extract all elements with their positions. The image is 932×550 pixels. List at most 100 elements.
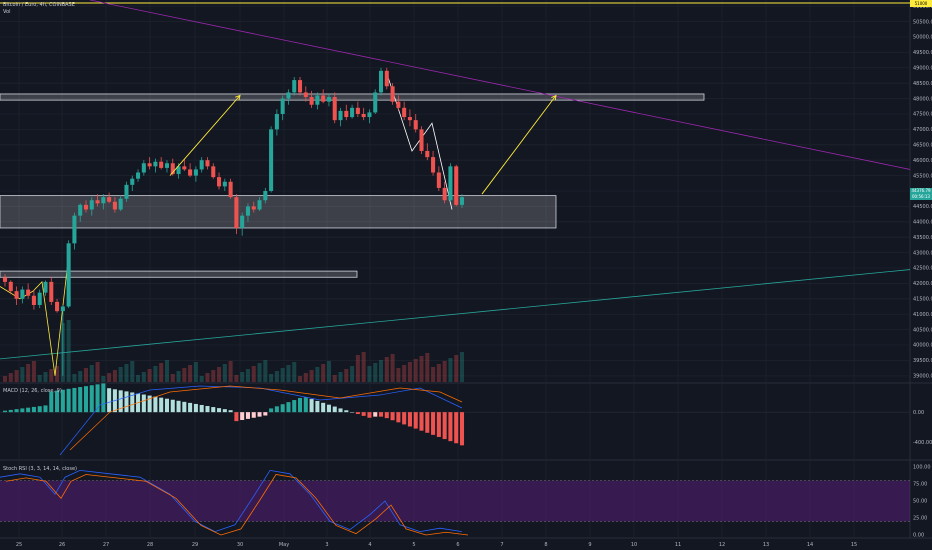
candle-body bbox=[431, 157, 436, 173]
macd-histogram-bar bbox=[373, 412, 378, 417]
volume-bar bbox=[274, 371, 279, 382]
macd-histogram-bar bbox=[2, 410, 8, 413]
candle-body bbox=[419, 129, 424, 151]
macd-histogram-bar bbox=[367, 412, 372, 418]
volume-bar bbox=[419, 356, 424, 382]
macd-histogram-bar bbox=[263, 412, 268, 416]
macd-histogram-bar bbox=[8, 409, 13, 413]
alert-price-label: 51000 bbox=[914, 1, 928, 6]
macd-histogram-bar bbox=[20, 408, 25, 413]
volume-bar bbox=[164, 360, 169, 382]
zone-box bbox=[0, 195, 557, 229]
volume-bar bbox=[78, 371, 83, 382]
macd-histogram-bar bbox=[107, 388, 112, 413]
volume-bar bbox=[112, 370, 117, 382]
macd-histogram-bar bbox=[315, 400, 320, 413]
macd-histogram-bar bbox=[431, 412, 436, 435]
candle-body bbox=[188, 169, 193, 176]
candle-body bbox=[141, 163, 146, 173]
candle-body bbox=[326, 97, 331, 102]
price-tick-label: 49000.00 bbox=[913, 65, 932, 71]
alert-price-tag: 51000 bbox=[910, 0, 932, 7]
candle-body bbox=[407, 117, 412, 121]
macd-line bbox=[59, 385, 463, 456]
macd-histogram-bar bbox=[425, 412, 430, 433]
time-tick-label: 4 bbox=[368, 542, 371, 548]
time-tick-label: 9 bbox=[588, 542, 591, 548]
macd-label: MACD (12, 26, close, 9) bbox=[3, 388, 62, 394]
candle-body bbox=[66, 243, 71, 307]
price-tick-label: 39000.00 bbox=[913, 374, 932, 380]
candle-body bbox=[159, 161, 164, 168]
price-tick-label: 47500.00 bbox=[913, 112, 932, 118]
volume-bar bbox=[83, 368, 89, 382]
macd-histogram-bar bbox=[245, 412, 250, 419]
stoch-rsi-pane bbox=[0, 469, 910, 536]
volume-bar bbox=[72, 374, 77, 382]
macd-histogram-bar bbox=[205, 406, 210, 413]
candle-body bbox=[361, 113, 366, 118]
macd-histogram-bar bbox=[37, 406, 42, 413]
candle-body bbox=[274, 113, 279, 130]
macd-histogram-bar bbox=[164, 398, 169, 413]
volume-bar bbox=[234, 375, 239, 382]
macd-legend[interactable]: MACD (12, 26, close, 9) bbox=[3, 388, 64, 395]
volume-bar bbox=[43, 372, 48, 382]
macd-histogram-bar bbox=[95, 384, 100, 413]
macd-histogram-bar bbox=[26, 407, 31, 413]
volume-bar bbox=[55, 366, 60, 382]
volume-bar bbox=[390, 354, 395, 382]
candle-body bbox=[355, 107, 360, 114]
price-tick-label: 48500.00 bbox=[913, 81, 932, 87]
plot-background bbox=[0, 0, 910, 550]
stoch-tick-label: 75.00 bbox=[913, 482, 927, 488]
volume-legend[interactable]: Vol bbox=[3, 9, 12, 16]
price-tick-label: 50000.00 bbox=[913, 35, 932, 41]
price-axis[interactable]: 39000.00 39500.00 40000.00 40500.00 41000.00… bbox=[913, 4, 932, 539]
volume-bar bbox=[49, 369, 54, 382]
macd-histogram-bar bbox=[274, 406, 279, 413]
candle-body bbox=[43, 281, 48, 293]
candle-body bbox=[193, 169, 198, 176]
macd-histogram-bar bbox=[309, 399, 314, 413]
stoch-tick-label: 0.00 bbox=[913, 533, 924, 539]
time-axis[interactable]: 25 26 27 28 29 30 May 3 4 5 6 7 8 9 10 11 12 13 14 15 bbox=[16, 542, 857, 548]
candle-body bbox=[402, 107, 407, 118]
symbol-legend[interactable]: Bitcoin / Euro, 4h, COINBASE bbox=[3, 2, 77, 9]
candle-body bbox=[49, 281, 54, 302]
volume-bar bbox=[350, 366, 355, 382]
volume-bar bbox=[193, 362, 198, 382]
macd-histogram-bar bbox=[338, 408, 343, 413]
volume-bar bbox=[240, 372, 245, 382]
candle-body bbox=[78, 204, 83, 216]
volume-bar bbox=[130, 361, 135, 382]
macd-histogram-bar bbox=[199, 404, 204, 413]
zone-box bbox=[0, 93, 705, 101]
volume-bar bbox=[245, 369, 250, 382]
price-tick-label: 41000.00 bbox=[913, 312, 932, 318]
volume-bar bbox=[205, 373, 210, 382]
volume-bar bbox=[26, 364, 31, 382]
macd-histogram-bar bbox=[60, 389, 65, 413]
volume-bar bbox=[355, 355, 360, 382]
volume-bar bbox=[459, 352, 465, 382]
volume-bar bbox=[431, 367, 436, 382]
time-tick-label: 7 bbox=[500, 542, 503, 548]
price-tick-label: 40500.00 bbox=[913, 327, 932, 333]
volume-bar bbox=[211, 370, 216, 382]
volume-bar bbox=[442, 361, 447, 382]
arrow-head bbox=[551, 94, 557, 101]
stoch-rsi-legend[interactable]: Stoch RSI (3, 3, 14, 14, close) bbox=[3, 466, 79, 473]
macd-histogram-bar bbox=[332, 406, 337, 413]
candle-body bbox=[344, 110, 349, 118]
candle-body bbox=[390, 86, 395, 102]
candle-body bbox=[130, 178, 135, 185]
macd-histogram-bar bbox=[83, 386, 89, 413]
macd-histogram-bar bbox=[55, 390, 60, 413]
volume-bar bbox=[222, 364, 227, 382]
volume-bar bbox=[141, 372, 146, 382]
time-tick-label: 11 bbox=[675, 542, 681, 548]
volume-bar bbox=[20, 367, 25, 382]
volume-bar bbox=[326, 361, 331, 382]
